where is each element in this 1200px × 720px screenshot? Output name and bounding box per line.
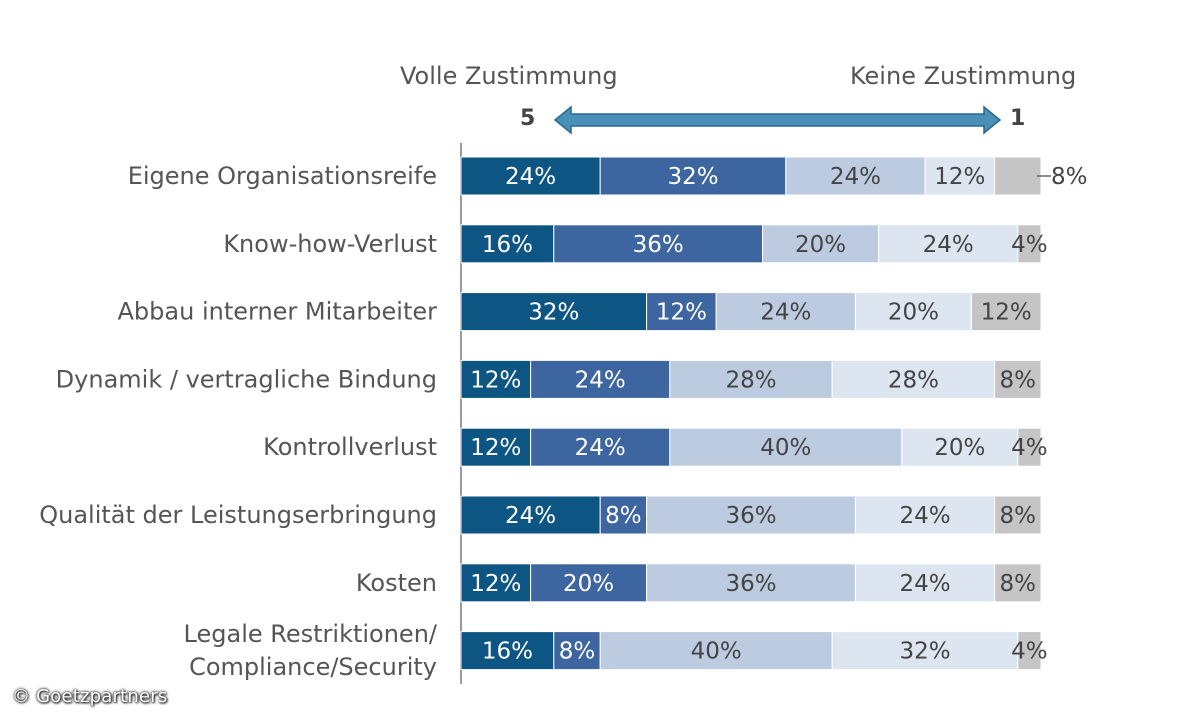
bar-segment-disagree <box>854 563 996 603</box>
bar-segment-strong-disagree <box>970 292 1042 332</box>
data-label: 12% <box>470 435 521 461</box>
data-label: 28% <box>725 367 776 393</box>
bar-row: Eigene Organisationsreife 24% 32% 24% 12% 8% <box>128 156 1088 196</box>
bar-row: Abbau interner Mitarbeiter 32% 12% 24% 20% 12… <box>118 292 1042 332</box>
data-label: 32% <box>528 300 579 326</box>
bar-segment-strong-agree <box>460 427 532 467</box>
bar-segment-disagree <box>901 427 1019 467</box>
data-label: 28% <box>888 367 939 393</box>
data-label: 12% <box>470 571 521 597</box>
bar-segment-strong-disagree <box>994 563 1042 603</box>
bar-segment-strong-agree <box>460 359 532 399</box>
bar-segment-neutral <box>646 563 856 603</box>
bar-segment-strong-disagree <box>1017 427 1042 467</box>
data-label: 8% <box>1000 367 1037 393</box>
data-label: 24% <box>505 503 556 529</box>
bar-segment-strong-disagree <box>1017 224 1042 264</box>
bar-segment-strong-agree <box>460 292 648 332</box>
bar-segment-agree <box>646 292 717 332</box>
data-label: 12% <box>981 300 1032 326</box>
bar-segment-disagree <box>924 156 996 196</box>
category-label: Dynamik / vertragliche Bindung <box>56 365 437 393</box>
data-label: 32% <box>899 639 950 665</box>
bar-row: Legale Restriktionen/Compliance/Security… <box>184 620 1048 681</box>
data-label: 32% <box>667 164 718 190</box>
bar-segment-strong-agree <box>460 495 601 535</box>
bar-row: Know-how-Verlust 16% 36% 20% 24% 4% <box>223 224 1048 264</box>
data-label: 20% <box>888 300 939 326</box>
bar-segment-disagree <box>854 292 972 332</box>
data-label: 24% <box>899 503 950 529</box>
data-label: 24% <box>923 232 974 258</box>
bar-segment-neutral <box>669 359 833 399</box>
data-label: 24% <box>575 435 626 461</box>
bar-segment-agree <box>530 359 671 399</box>
data-label: 4% <box>1011 232 1048 258</box>
data-label: 36% <box>725 571 776 597</box>
data-label: 4% <box>1011 639 1048 665</box>
scale-right-number: 1 <box>1010 106 1026 131</box>
bar-segment-strong-disagree <box>994 156 1042 196</box>
data-label: 24% <box>760 300 811 326</box>
bar-segment-strong-agree <box>460 631 555 671</box>
bar-row: Kontrollverlust 12% 24% 40% 20% 4% <box>263 427 1048 467</box>
category-label: Eigene Organisationsreife <box>128 162 437 190</box>
data-label: 8% <box>605 503 642 529</box>
bar-segment-disagree <box>878 224 1019 264</box>
bar-segment-strong-disagree <box>994 359 1042 399</box>
bar-row: Dynamik / vertragliche Bindung 12% 24% 28% 2… <box>56 359 1042 399</box>
category-label: Kontrollverlust <box>263 433 437 461</box>
category-label: Abbau interner Mitarbeiter <box>118 298 438 326</box>
data-label: 36% <box>633 232 684 258</box>
bar-segment-agree <box>599 495 648 535</box>
copyright-text: © Goetzpartners <box>12 686 168 707</box>
data-label: 20% <box>563 571 614 597</box>
bar-row: Kosten 12% 20% 36% 24% 8% <box>356 563 1042 603</box>
double-arrow-icon <box>553 105 1002 135</box>
data-label: 20% <box>795 232 846 258</box>
category-label: Know-how-Verlust <box>223 230 437 258</box>
bar-segment-strong-disagree <box>994 495 1042 535</box>
data-label: 4% <box>1011 435 1048 461</box>
category-label: Kosten <box>356 569 437 597</box>
scale-left-number: 5 <box>520 106 536 131</box>
bar-segment-neutral <box>599 631 833 671</box>
bar-segment-agree <box>530 427 671 467</box>
data-label: 40% <box>760 435 811 461</box>
data-label: 12% <box>470 367 521 393</box>
scale-arrow <box>553 105 1002 135</box>
bar-segment-disagree <box>831 631 1019 671</box>
bar-segment-agree <box>553 631 601 671</box>
scale-left-label: Volle Zustimmung <box>400 62 618 90</box>
bar-row: Qualität der Leistungserbringung 24% 8% 36%… <box>39 495 1042 535</box>
data-label: 24% <box>899 571 950 597</box>
bar-segment-strong-agree <box>460 224 555 264</box>
data-label: 16% <box>482 639 533 665</box>
data-label: 36% <box>725 503 776 529</box>
bar-segment-neutral <box>715 292 856 332</box>
data-label: 8% <box>1000 571 1037 597</box>
bar-segment-disagree <box>831 359 996 399</box>
data-label: 24% <box>575 367 626 393</box>
bar-rows: Eigene Organisationsreife 24% 32% 24% 12% 8%K… <box>39 156 1088 681</box>
data-label: 8% <box>1000 503 1037 529</box>
data-label: 16% <box>482 232 533 258</box>
category-label: Legale Restriktionen/Compliance/Security <box>184 620 438 681</box>
data-label: 24% <box>830 164 881 190</box>
data-label: 24% <box>505 164 556 190</box>
bar-segment-neutral <box>646 495 856 535</box>
data-label: 8% <box>1051 164 1088 190</box>
bar-segment-neutral <box>785 156 926 196</box>
data-label: 8% <box>559 639 596 665</box>
category-label: Qualität der Leistungserbringung <box>39 501 437 529</box>
data-label: 12% <box>934 164 985 190</box>
data-label: 20% <box>934 435 985 461</box>
bar-segment-strong-disagree <box>1017 631 1042 671</box>
scale-right-label: Keine Zustimmung <box>850 62 1077 90</box>
data-label: 12% <box>656 300 707 326</box>
data-label: 40% <box>691 639 742 665</box>
